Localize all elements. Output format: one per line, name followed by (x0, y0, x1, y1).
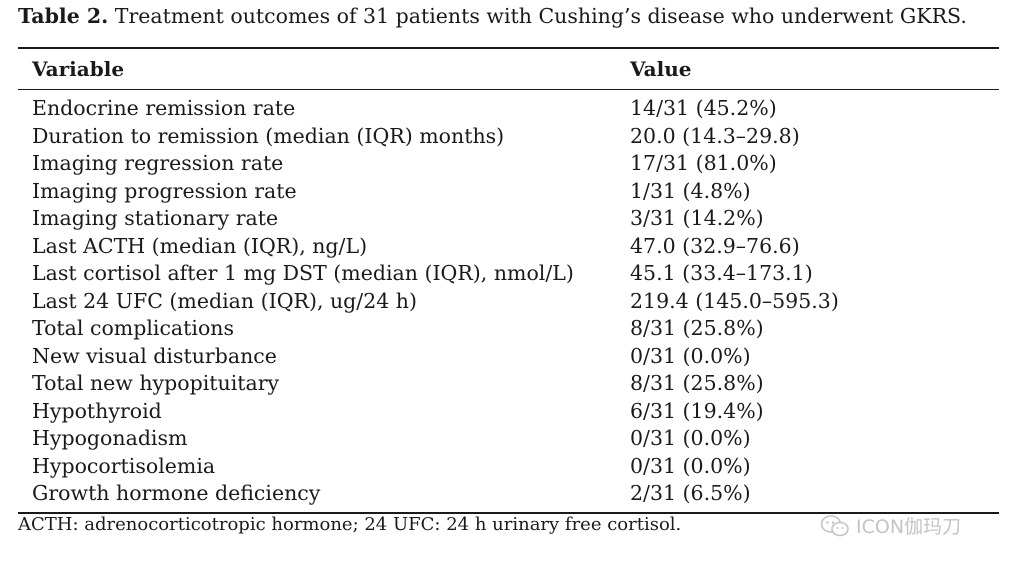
watermark-text: ICON伽玛刀 (856, 516, 962, 538)
value-cell: 2/31 (6.5%) (630, 481, 751, 505)
header-variable: Variable (32, 57, 125, 81)
variable-cell: Imaging stationary rate (32, 206, 279, 230)
value-cell: 0/31 (0.0%) (630, 343, 751, 368)
table-row: Total new hypopituitary 8/31 (25.8%) (0, 370, 1029, 398)
value-cell: 14/31 (45.2%) (630, 96, 777, 120)
table-row: Last ACTH (median (IQR), ng/L) 47.0 (32.9… (0, 233, 1029, 261)
table-row: Last cortisol after 1 mg DST (median (IQ… (0, 260, 1029, 288)
table-row: Last 24 UFC (median (IQR), ug/24 h) 219.4… (0, 288, 1029, 316)
variable-cell: Last ACTH (median (IQR), ng/L) (32, 233, 368, 258)
table-row: Hypocortisolemia 0/31 (0.0%) (0, 453, 1029, 481)
value-cell: 0/31 (0.0%) (630, 426, 751, 450)
table-header-rule (18, 89, 999, 90)
value-cell: 219.4 (145.0–595.3) (630, 288, 839, 313)
table-row: Endocrine remission rate 14/31 (45.2%) (0, 95, 1029, 123)
table-caption: Table 2. Treatment outcomes of 31 patien… (18, 4, 967, 28)
table-row: Imaging stationary rate 3/31 (14.2%) (0, 205, 1029, 233)
header-value: Value (630, 57, 692, 81)
value-cell: 6/31 (19.4%) (630, 398, 764, 423)
variable-cell: Total complications (32, 316, 235, 340)
variable-cell: Total new hypopituitary (32, 371, 280, 395)
table-row: Imaging regression rate 17/31 (81.0%) (0, 150, 1029, 178)
variable-cell: Growth hormone deficiency (32, 481, 321, 505)
value-cell: 47.0 (32.9–76.6) (630, 233, 800, 258)
variable-cell: Hypothyroid (32, 398, 162, 423)
variable-cell: New visual disturbance (32, 343, 277, 368)
variable-cell: Imaging regression rate (32, 151, 284, 175)
caption-label: Table 2. (18, 4, 109, 28)
value-cell: 3/31 (14.2%) (630, 206, 764, 230)
value-cell: 17/31 (81.0%) (630, 151, 777, 175)
variable-cell: Endocrine remission rate (32, 96, 296, 120)
value-cell: 8/31 (25.8%) (630, 316, 764, 340)
table-row: Hypothyroid 6/31 (19.4%) (0, 398, 1029, 426)
caption-text: Treatment outcomes of 31 patients with C… (108, 4, 967, 28)
table-row: Total complications 8/31 (25.8%) (0, 315, 1029, 343)
table-footnote: ACTH: adrenocorticotropic hormone; 24 UF… (18, 514, 682, 535)
wechat-icon (820, 514, 849, 536)
table-row: Imaging progression rate 1/31 (4.8%) (0, 178, 1029, 206)
value-cell: 20.0 (14.3–29.8) (630, 123, 800, 148)
table-top-rule (18, 47, 999, 49)
table-body: Endocrine remission rate 14/31 (45.2%) Dur… (0, 95, 1029, 508)
value-cell: 8/31 (25.8%) (630, 371, 764, 395)
table-row: Duration to remission (median (IQR) mont… (0, 123, 1029, 151)
table-row: Growth hormone deficiency 2/31 (6.5%) (0, 480, 1029, 508)
variable-cell: Hypocortisolemia (32, 453, 216, 478)
value-cell: 1/31 (4.8%) (630, 178, 751, 203)
table-row: New visual disturbance 0/31 (0.0%) (0, 343, 1029, 371)
table-bottom-rule (18, 512, 999, 514)
watermark: ICON伽玛刀 (820, 512, 961, 539)
variable-cell: Last cortisol after 1 mg DST (median (IQ… (32, 261, 574, 285)
value-cell: 45.1 (33.4–173.1) (630, 261, 813, 285)
table-row: Hypogonadism 0/31 (0.0%) (0, 425, 1029, 453)
value-cell: 0/31 (0.0%) (630, 453, 751, 478)
variable-cell: Imaging progression rate (32, 178, 297, 203)
variable-cell: Last 24 UFC (median (IQR), ug/24 h) (32, 288, 418, 313)
variable-cell: Duration to remission (median (IQR) mont… (32, 123, 505, 148)
variable-cell: Hypogonadism (32, 426, 188, 450)
